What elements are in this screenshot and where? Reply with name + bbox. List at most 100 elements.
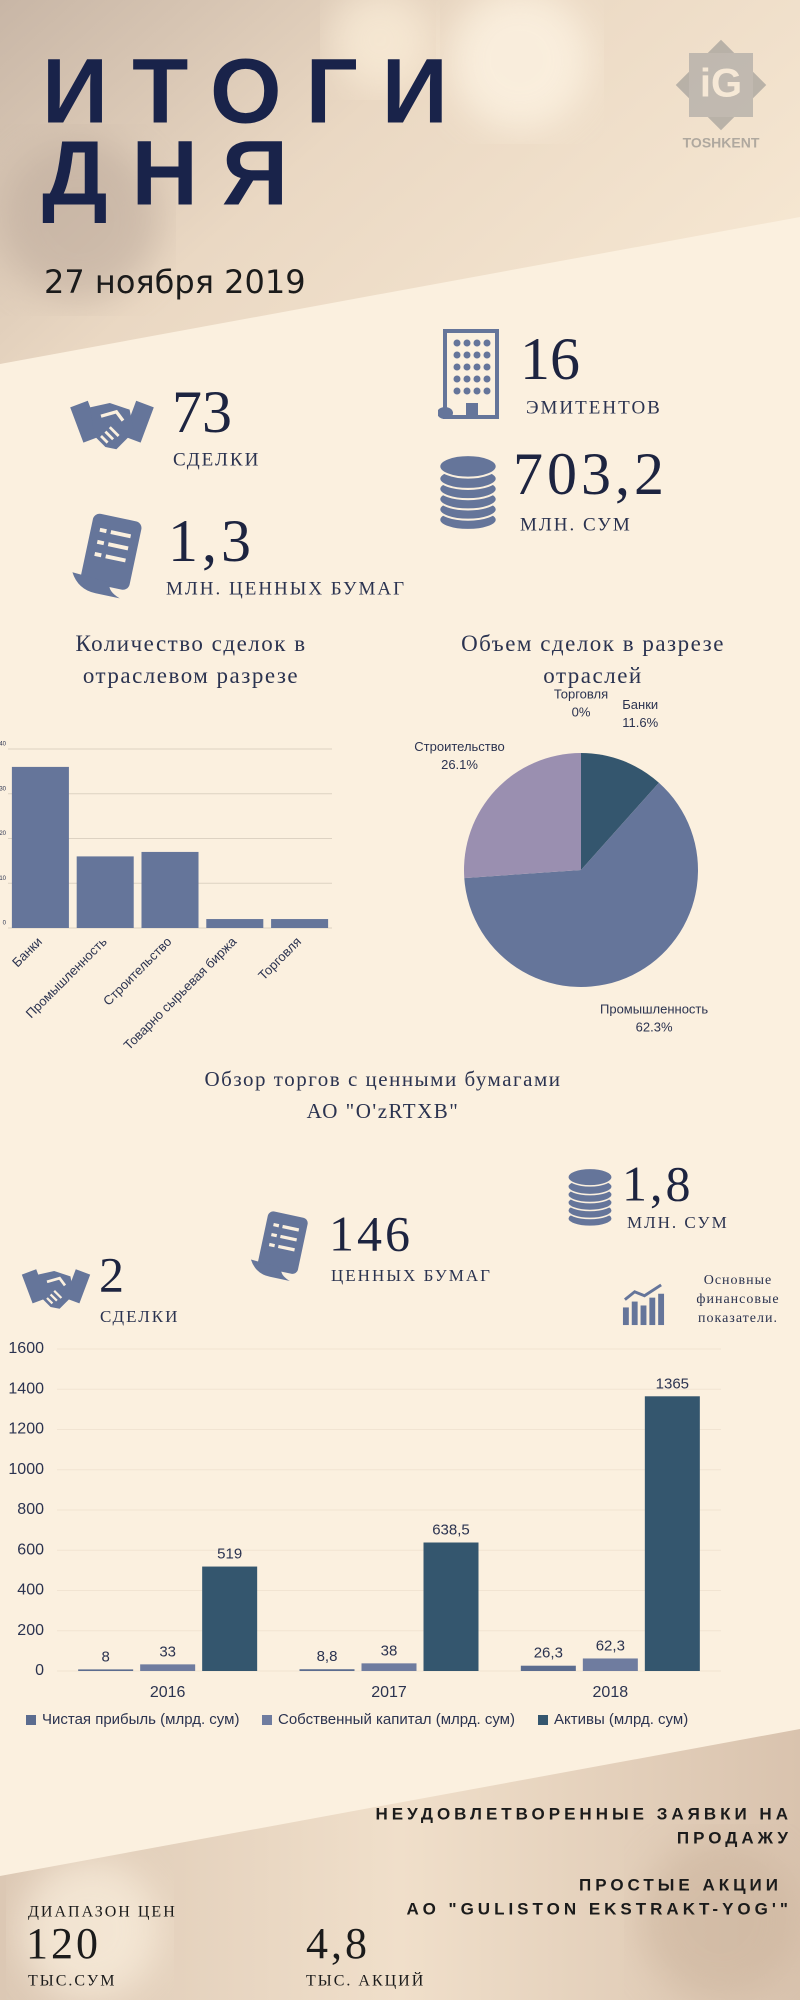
legend-swatch — [538, 1715, 548, 1725]
y-tick-label: 20 — [0, 831, 7, 837]
slice-value-label: 62.3% — [636, 1020, 673, 1035]
y-tick-label: 1000 — [8, 1461, 44, 1478]
y-tick-label: 30 — [0, 786, 7, 792]
title: ИТОГИ — [42, 40, 472, 142]
y-tick-label: 1600 — [8, 1340, 44, 1357]
stat-label: ЭМИТЕНТОВ — [526, 397, 662, 418]
stat-label: МЛН. СУМ — [520, 514, 632, 535]
slice-label: Промышленность — [600, 1002, 708, 1017]
slice-value-label: 11.6% — [622, 715, 658, 730]
footer-heading: ПРОДАЖУ — [677, 1828, 792, 1847]
section-title: АО "O'zRTXB" — [307, 1099, 460, 1123]
bar — [140, 1664, 196, 1671]
logo: iG TOSHKENT — [675, 39, 767, 151]
value-label: 33 — [159, 1643, 176, 1660]
value-label: 38 — [381, 1642, 398, 1659]
price-value: 120 — [26, 1919, 101, 1968]
bar — [76, 856, 134, 928]
x-tick-label: 2017 — [371, 1684, 407, 1701]
value-label: 26,3 — [534, 1645, 563, 1662]
stock-name: ПРОСТЫЕ АКЦИИ — [579, 1875, 782, 1894]
y-tick-label: 0 — [35, 1662, 44, 1679]
bar — [299, 1669, 355, 1671]
stat-label: МЛН. СУМ — [627, 1213, 729, 1232]
pie-slice — [464, 782, 698, 988]
bar — [141, 851, 199, 928]
stat-value: 1,3 — [168, 508, 255, 574]
footer: НЕУДОВЛЕТВОРЕННЫЕ ЗАЯВКИ НА ПРОДАЖУ ПРОС… — [26, 1804, 792, 1990]
value-label: 638,5 — [432, 1521, 470, 1538]
value-label: 8 — [101, 1648, 109, 1665]
bar — [11, 766, 69, 928]
chart-title: Количество сделок в отраслевом разрезе — [75, 631, 307, 688]
pie-slice — [464, 753, 581, 879]
bar — [271, 919, 329, 928]
bar — [423, 1542, 479, 1671]
bar — [206, 919, 264, 928]
icon-coins — [438, 454, 498, 531]
stat-value: 1,8 — [622, 1155, 694, 1211]
legend-label: Активы (млрд. сум) — [554, 1711, 688, 1728]
stat-label: СДЕЛКИ — [173, 449, 260, 470]
y-tick-label: 40 — [0, 742, 7, 748]
stat-value: 16 — [520, 326, 580, 392]
value-label: 62,3 — [596, 1637, 625, 1654]
y-tick-label: 1400 — [8, 1380, 44, 1397]
svg-text:iG: iG — [700, 62, 742, 106]
bar — [582, 1658, 638, 1671]
value-label: 8,8 — [317, 1648, 338, 1665]
title: ДНЯ — [42, 122, 312, 224]
x-tick-label: 2018 — [593, 1684, 629, 1701]
legend-swatch — [26, 1715, 36, 1725]
y-tick-label: 1200 — [8, 1421, 44, 1438]
slice-value-label: 0% — [572, 704, 591, 719]
quantity-value: 4,8 — [306, 1919, 370, 1968]
bar — [361, 1663, 417, 1671]
bar — [202, 1566, 258, 1671]
icon-coins — [566, 1167, 614, 1228]
footer-heading: НЕУДОВЛЕТВОРЕННЫЕ ЗАЯВКИ НА — [376, 1804, 792, 1823]
section-title: Обзор торгов с ценными бумагами — [205, 1067, 562, 1091]
bar — [78, 1669, 134, 1671]
stat-label: ЦЕННЫХ БУМАГ — [331, 1266, 492, 1285]
stat-value: 703,2 — [513, 441, 668, 507]
date: 27 ноября 2019 — [44, 263, 306, 301]
value-label: 1365 — [656, 1375, 689, 1392]
y-tick-label: 10 — [0, 876, 7, 882]
stat-value: 146 — [329, 1205, 413, 1261]
legend-label: Чистая прибыль (млрд. сум) — [42, 1711, 239, 1728]
bar — [520, 1665, 576, 1671]
value-label: 519 — [217, 1546, 242, 1563]
financial-label: Основные — [704, 1273, 773, 1288]
stat-label: МЛН. ЦЕННЫХ БУМАГ — [166, 578, 406, 599]
logo-text: TOSHKENT — [683, 135, 760, 151]
financial-label: показатели. — [698, 1311, 778, 1326]
y-tick-label: 400 — [17, 1582, 44, 1599]
stat-label: СДЕЛКИ — [100, 1307, 179, 1326]
stat-value: 73 — [172, 379, 232, 445]
slice-label: Строительство — [414, 739, 504, 754]
pie-slice — [581, 753, 659, 870]
y-tick-label: 200 — [17, 1622, 44, 1639]
stock-name: АО "GULISTON EKSTRAKT-YOG'" — [407, 1899, 792, 1918]
header: ИТОГИ ДНЯ 27 ноября 2019 iG TOSHKENT — [42, 39, 767, 301]
slice-label: Торговля — [554, 686, 608, 701]
slice-label: Банки — [622, 697, 658, 712]
financial-label: финансовые — [696, 1292, 779, 1307]
legend-label: Собственный капитал (млрд. сум) — [278, 1711, 515, 1728]
bar — [644, 1396, 700, 1671]
slice-value-label: 26.1% — [441, 757, 478, 772]
price-label: ДИАПАЗОН ЦЕН — [28, 1904, 177, 1921]
price-unit: ТЫС.СУМ — [28, 1973, 116, 1990]
stat-value: 2 — [99, 1246, 124, 1302]
section: Обзор торгов с ценными бумагами АО "O'zR… — [20, 1067, 779, 1327]
y-tick-label: 0 — [3, 921, 7, 927]
chart-title: Объем сделок в разрезе отраслей — [461, 631, 725, 688]
quantity-unit: ТЫС. АКЦИЙ — [306, 1971, 425, 1990]
legend-swatch — [262, 1715, 272, 1725]
y-tick-label: 800 — [17, 1501, 44, 1518]
stats: 73 СДЕЛКИ 16 ЭМИТЕНТОВ 703,2 МЛН. СУМ 1,… — [69, 326, 668, 600]
